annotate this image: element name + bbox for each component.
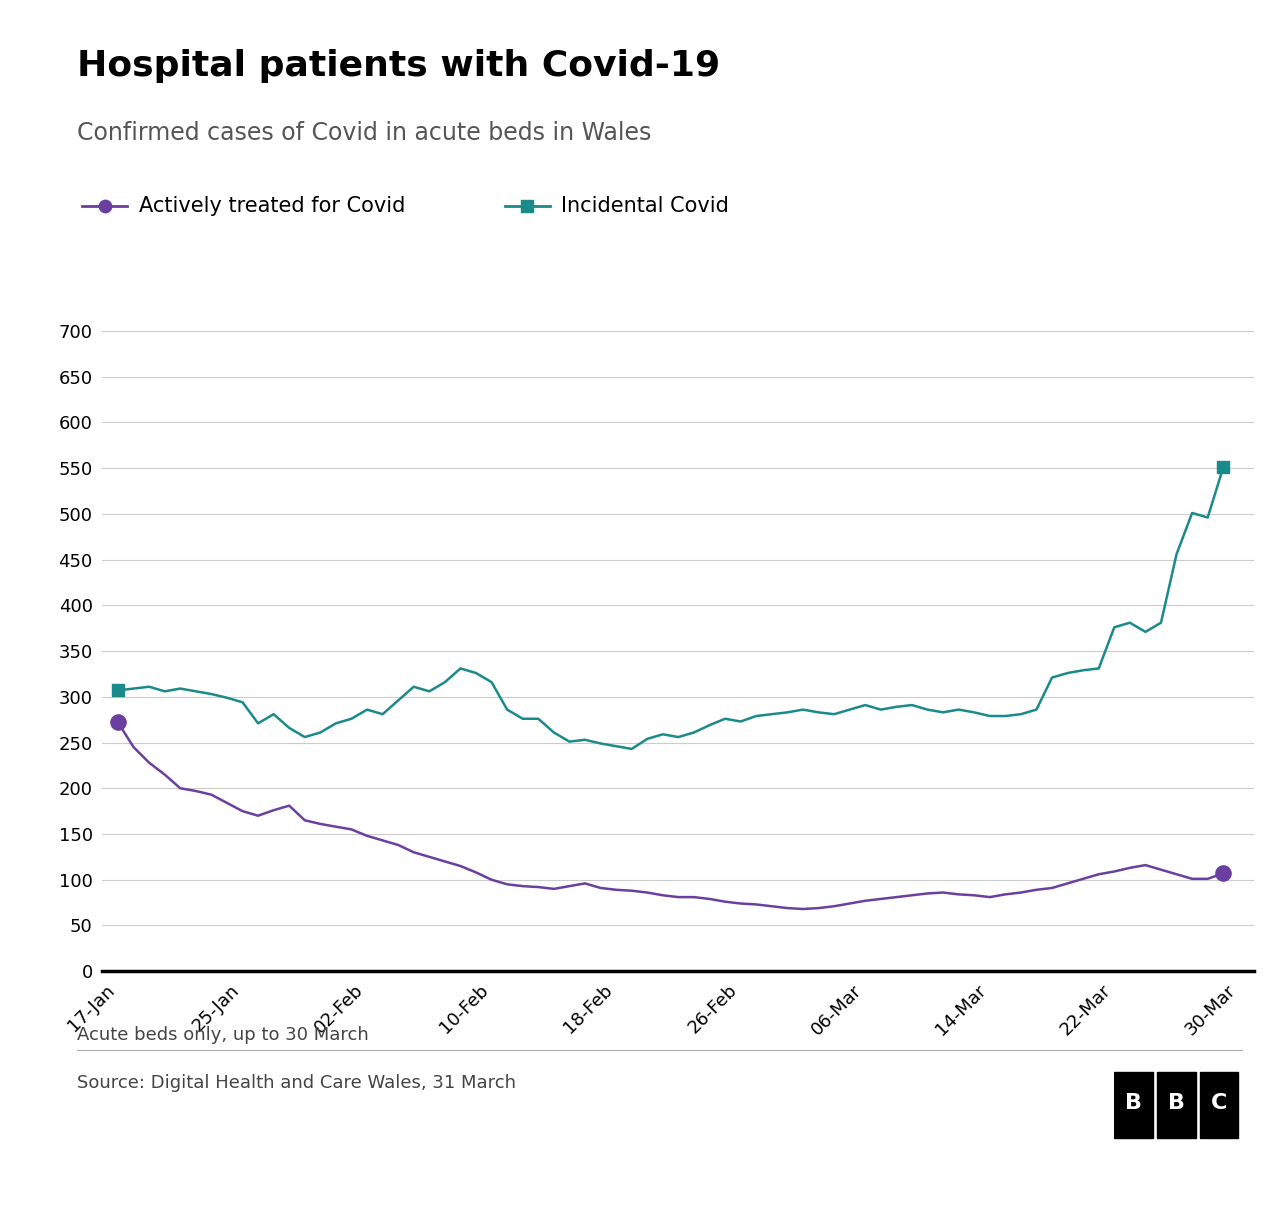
Text: Acute beds only, up to 30 March: Acute beds only, up to 30 March [77, 1026, 369, 1044]
Bar [1115, 1072, 1153, 1138]
Point [1213, 863, 1234, 883]
Point [95, 197, 115, 216]
Text: Source: Digital Health and Care Wales, 31 March: Source: Digital Health and Care Wales, 3… [77, 1074, 516, 1093]
Point [108, 681, 128, 700]
Point [1213, 458, 1234, 477]
Point [517, 197, 538, 216]
Bar [1199, 1072, 1238, 1138]
Text: Hospital patients with Covid-19: Hospital patients with Covid-19 [77, 49, 721, 83]
Text: Incidental Covid: Incidental Covid [561, 197, 730, 216]
Text: B: B [1167, 1094, 1185, 1113]
Text: B: B [1125, 1094, 1142, 1113]
Point [108, 713, 128, 732]
Text: C: C [1211, 1094, 1228, 1113]
Bar [1157, 1072, 1196, 1138]
Text: Actively treated for Covid: Actively treated for Covid [138, 197, 406, 216]
Text: Confirmed cases of Covid in acute beds in Wales: Confirmed cases of Covid in acute beds i… [77, 121, 652, 146]
